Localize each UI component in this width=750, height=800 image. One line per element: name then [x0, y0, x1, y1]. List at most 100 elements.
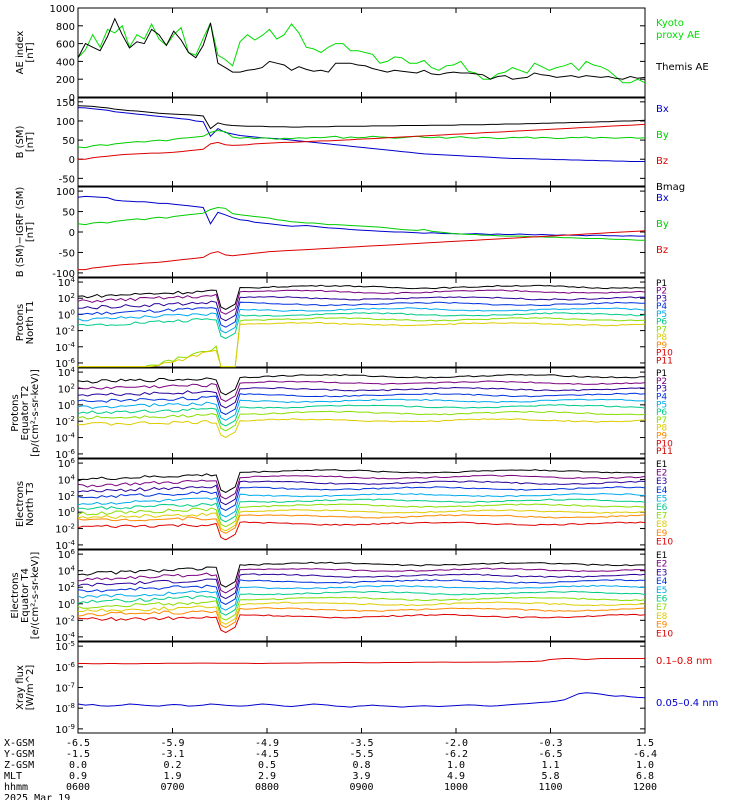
- y-tick-label: 102: [58, 292, 75, 305]
- ephemeris-value: -5.5: [349, 749, 373, 760]
- legend-item: 0.05–0.4 nm: [656, 698, 718, 709]
- ephemeris-value: 1.0: [447, 760, 465, 771]
- y-tick-label: 102: [58, 490, 75, 503]
- panel-bsm: 150 100 50 0 -50 B (SM)[nT] Bx By Bz Bmag: [15, 97, 685, 193]
- ephemeris-value: 6.8: [636, 771, 654, 782]
- panel-frame: [77, 186, 646, 278]
- channel-e2: [77, 567, 646, 594]
- ephemeris-value: 0.0: [69, 760, 87, 771]
- channel-legend: P2: [656, 377, 667, 387]
- ephemeris-value: 1200: [633, 782, 657, 793]
- y-tick-label: 0: [69, 228, 75, 239]
- y-tick-label: 800: [56, 22, 75, 33]
- channel-legend: E7: [656, 603, 667, 613]
- channel-legend: P5: [656, 400, 667, 410]
- ephemeris-value: -4.9: [255, 738, 279, 749]
- legend-item: Bz: [656, 156, 668, 167]
- channel-e7: [77, 596, 646, 621]
- y-tick-label: 100: [58, 506, 75, 519]
- y-tick-label: 10-9: [55, 723, 75, 736]
- y-tick-label: 100: [58, 399, 75, 412]
- channel-p5: [77, 307, 646, 334]
- y-axis-label: ElectronsEquator T4[e/(cm²-s-sr-keV)]: [10, 552, 41, 640]
- channel-legend: P11: [656, 447, 673, 457]
- channel-legend: P2: [656, 287, 667, 297]
- channel-p3: [77, 296, 646, 322]
- ephemeris-value: -6.4: [633, 749, 657, 760]
- channel-legend: E3: [656, 568, 667, 578]
- legend-item: Bmag: [656, 182, 685, 193]
- y-tick-label: 50: [62, 136, 75, 147]
- y-tick-label: -50: [59, 174, 75, 185]
- ephemeris-value: -3.1: [160, 749, 184, 760]
- ephemeris-value: 4.9: [447, 771, 465, 782]
- ephemeris-value: -6.5: [66, 738, 90, 749]
- legend-item: Bx: [656, 193, 669, 204]
- channel-legend: P6: [656, 408, 667, 418]
- channel-p4: [77, 392, 646, 416]
- ephemeris-value: 1100: [538, 782, 562, 793]
- channel-legend: P9: [656, 432, 667, 442]
- channel-e3: [77, 573, 646, 600]
- ephemeris-value: -3.5: [349, 738, 373, 749]
- y-tick-label: 106: [58, 548, 76, 561]
- ephemeris-value: 0900: [349, 782, 373, 793]
- channel-legend: P6: [656, 318, 667, 328]
- channel-p8: [78, 321, 646, 368]
- series-bx: [77, 107, 645, 162]
- channel-legend: E4: [656, 577, 668, 587]
- ephemeris-value: 0.8: [352, 760, 370, 771]
- channel-legend: P4: [656, 302, 667, 312]
- y-tick-label: 0: [69, 155, 75, 166]
- y-tick-label: 10-2: [55, 325, 75, 338]
- ephemeris-value: 1.0: [636, 760, 654, 771]
- channel-legend: P10: [656, 349, 673, 359]
- channel-legend: P9: [656, 341, 667, 351]
- y-axis-label: ProtonsEquator T2[p/(cm²-s-sr-keV)]: [10, 369, 41, 457]
- series-themis-ae: [77, 17, 646, 80]
- channel-legend: P10: [656, 439, 673, 449]
- y-tick-label: 50: [62, 208, 75, 219]
- y-tick-label: 10-4: [55, 432, 75, 445]
- y-axis-label: AE index[nT]: [15, 31, 36, 75]
- ephemeris-value: -5.9: [160, 738, 184, 749]
- channel-legend: E1: [656, 460, 667, 470]
- channel-legend: E2: [656, 469, 667, 479]
- ephemeris-value: 5.8: [541, 771, 559, 782]
- y-tick-label: 10-5: [55, 640, 75, 653]
- y-tick-label: 104: [58, 366, 76, 379]
- channel-legend: P3: [656, 294, 667, 304]
- channel-p2: [77, 380, 646, 402]
- legend-item: By: [656, 219, 669, 230]
- channel-p5: [77, 398, 646, 421]
- y-tick-label: 100: [56, 187, 75, 198]
- legend-item: Kyoto: [656, 18, 684, 29]
- series-bz: [78, 230, 646, 271]
- ephemeris-value: 0.2: [163, 760, 181, 771]
- channel-legend: E5: [656, 494, 667, 504]
- panel-frame: [77, 97, 646, 187]
- channel-legend: E9: [656, 529, 668, 539]
- series-0-05-0-4-nm: [77, 692, 646, 708]
- panel-ae: 1000 800 600 400 200 0 AE index[nT] Kyotoproxy …: [15, 4, 709, 104]
- channel-legend: P8: [656, 333, 667, 343]
- channel-legend: P1: [656, 279, 667, 289]
- series-bz: [78, 123, 646, 160]
- channel-p3: [77, 386, 646, 409]
- channel-legend: P3: [656, 385, 667, 395]
- channel-p2: [77, 289, 646, 315]
- ephemeris-value: -1.5: [66, 749, 90, 760]
- ephemeris-label: Y-GSM: [4, 749, 34, 760]
- y-tick-label: 10-6: [55, 661, 75, 674]
- y-tick-label: 102: [58, 382, 75, 395]
- channel-e9: [77, 514, 646, 534]
- channel-e5: [77, 584, 646, 611]
- ephemeris-value: 1.1: [541, 760, 559, 771]
- y-tick-label: -50: [59, 248, 75, 259]
- y-tick-label: 10-8: [55, 702, 75, 715]
- channel-e10: [77, 521, 646, 541]
- ephemeris-value: 0.5: [258, 760, 276, 771]
- ephemeris-value: 0.9: [69, 771, 87, 782]
- y-tick-label: 10-4: [55, 341, 75, 354]
